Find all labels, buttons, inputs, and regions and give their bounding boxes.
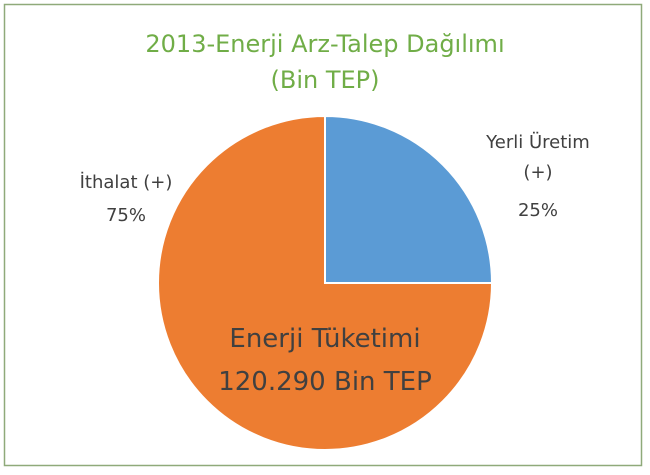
chart-title: (Bin TEP) [270,66,380,94]
value-label: 25% [517,200,558,221]
value-label: 75% [105,205,146,226]
chart-title: 2013-Enerji Arz-Talep Dağılımı [145,30,505,58]
pie-slice [324,114,494,284]
category-label: Yerli Üretim (+) [486,132,590,183]
pie-slice [157,114,494,451]
category-label: İthalat (+) [79,172,173,193]
annotation: 120.290 Bin TEP [218,367,432,397]
annotation: Enerji Tüketimi [229,324,421,354]
